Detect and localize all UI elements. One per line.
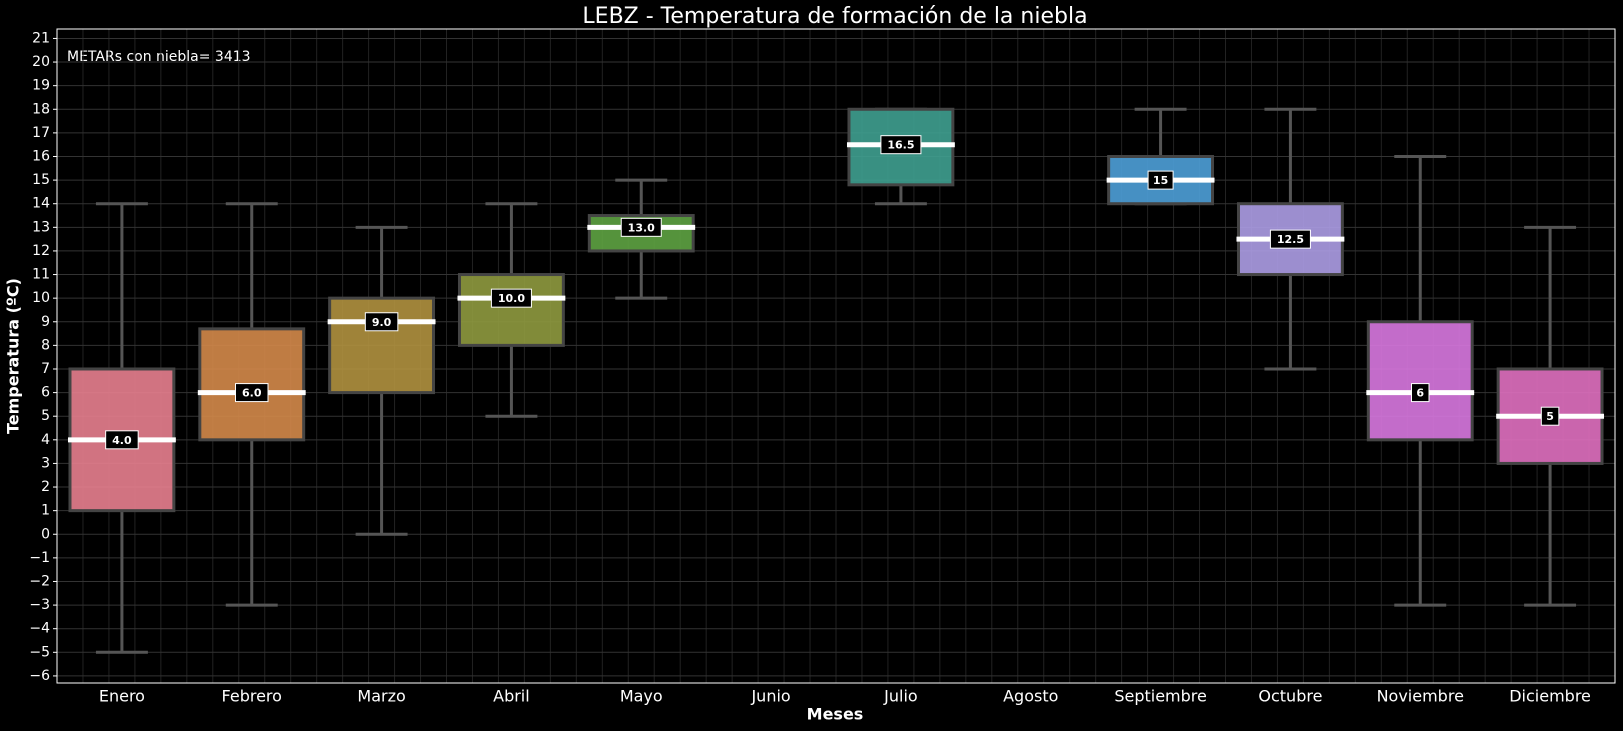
median-label-box	[1147, 170, 1174, 190]
median-label-box	[1540, 406, 1560, 426]
median-label: 4.0	[112, 434, 132, 447]
box	[457, 273, 565, 347]
y-tick-label: 2	[41, 479, 50, 495]
x-tick-label: Enero	[99, 687, 145, 706]
y-tick-label: 5	[41, 408, 50, 424]
y-tick-label: 6	[41, 385, 50, 401]
median-label-box	[1269, 229, 1311, 249]
x-tick-label: Junio	[750, 687, 790, 706]
y-tick-label: −1	[29, 550, 50, 566]
x-tick-label: Septiembre	[1114, 687, 1207, 706]
y-tick-label: 4	[41, 432, 50, 448]
median-label-box	[105, 430, 139, 450]
y-tick-label: 14	[32, 196, 50, 212]
y-tick-label: −6	[29, 668, 50, 684]
y-tick-label: 3	[41, 455, 50, 471]
y-tick-label: 11	[32, 267, 50, 283]
y-tick-label: 12	[32, 243, 50, 259]
median-label: 12.5	[1277, 233, 1304, 246]
plot-frame	[56, 28, 1616, 684]
y-tick-label: −2	[29, 573, 50, 589]
annotation: METARs con niebla= 3413	[67, 49, 251, 65]
y-tick-label: 17	[32, 125, 50, 141]
y-tick-label: −4	[29, 621, 50, 637]
median-label-box	[1411, 383, 1430, 403]
median-label: 6.0	[242, 387, 262, 400]
median-label: 15	[1153, 174, 1168, 187]
y-tick-label: −5	[29, 644, 50, 660]
x-tick-label: Agosto	[1003, 687, 1058, 706]
x-tick-label: Diciembre	[1509, 687, 1591, 706]
y-tick-label: 16	[32, 148, 50, 164]
y-tick-label: 0	[41, 526, 50, 542]
chart-title: LEBZ - Temperatura de formación de la ni…	[582, 4, 1087, 29]
y-tick-label: 20	[32, 54, 50, 70]
y-tick-label: 7	[41, 361, 50, 377]
y-axis-label: Temperatura (ºC)	[4, 278, 23, 434]
y-tick-label: 1	[41, 503, 50, 519]
y-tick-label: 15	[32, 172, 50, 188]
y-tick-label: 21	[32, 30, 50, 46]
box	[587, 214, 695, 253]
y-tick-label: 10	[32, 290, 50, 306]
median-label-box	[235, 383, 269, 403]
median-label: 5	[1546, 410, 1554, 423]
median-label: 13.0	[628, 221, 655, 234]
median-label-box	[364, 312, 399, 332]
y-tick-label: 8	[41, 337, 50, 353]
median-label: 16.5	[887, 139, 914, 152]
x-tick-label: Abril	[493, 687, 530, 706]
y-tick-label: 9	[41, 314, 50, 330]
x-tick-label: Julio	[883, 687, 918, 706]
box	[1366, 320, 1474, 442]
y-tick-label: 19	[32, 78, 50, 94]
median-label: 10.0	[498, 292, 525, 305]
median-label-box	[620, 217, 662, 237]
median-label: 9.0	[372, 316, 392, 329]
x-tick-label: Octubre	[1258, 687, 1322, 706]
median-label-box	[490, 288, 532, 308]
x-axis-label: Meses	[807, 705, 864, 724]
y-tick-label: 18	[32, 101, 50, 117]
x-tick-label: Febrero	[222, 687, 282, 706]
x-tick-label: Marzo	[357, 687, 405, 706]
x-tick-label: Noviembre	[1377, 687, 1464, 706]
y-tick-label: −3	[29, 597, 50, 613]
x-tick-label: Mayo	[620, 687, 663, 706]
median-label-box	[880, 135, 922, 155]
median-label: 6	[1416, 387, 1424, 400]
y-tick-label: 13	[32, 219, 50, 235]
